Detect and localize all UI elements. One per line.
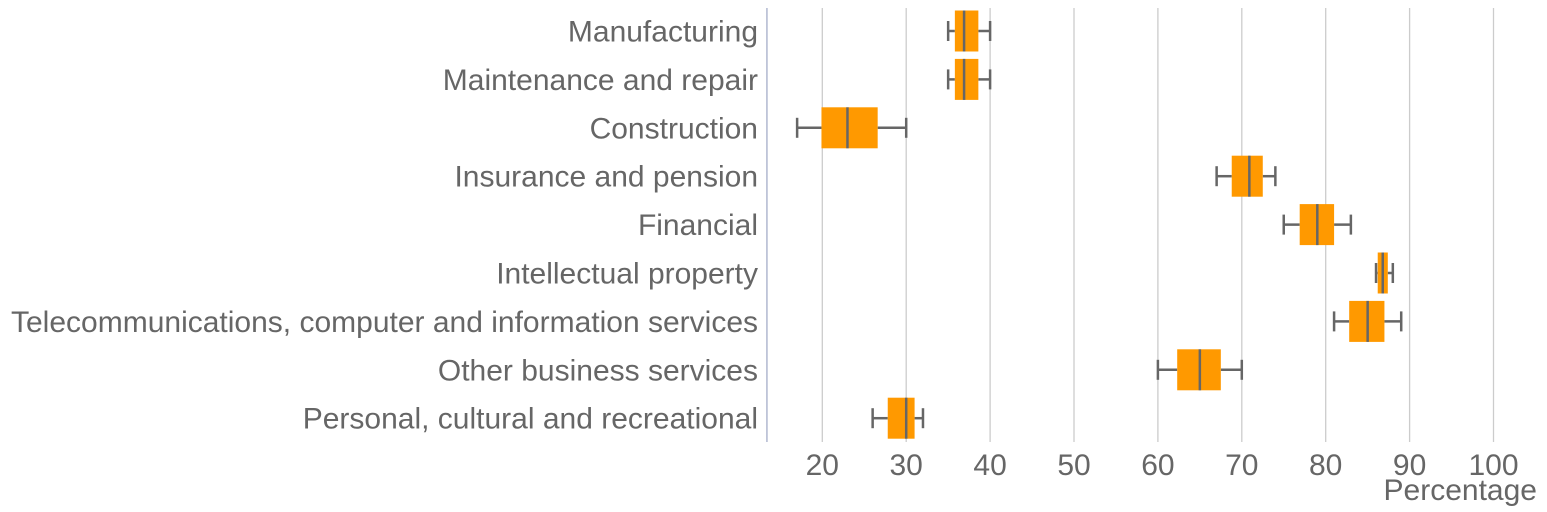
box-iqr bbox=[954, 58, 979, 100]
boxes bbox=[795, 10, 1403, 439]
x-tick-label: 60 bbox=[1141, 449, 1174, 482]
x-tick-label: 80 bbox=[1309, 449, 1342, 482]
box-iqr bbox=[887, 397, 915, 439]
category-label: Other business services bbox=[438, 354, 758, 387]
x-axis-label: Percentage bbox=[1384, 474, 1537, 507]
x-tick-label: 90 bbox=[1393, 449, 1426, 482]
x-tick-label: 50 bbox=[1057, 449, 1090, 482]
box-4 bbox=[1282, 204, 1353, 246]
box-iqr bbox=[1231, 155, 1263, 197]
x-tick-labels: 20 30 40 50 60 70 80 90 100 bbox=[806, 449, 1519, 482]
box-0 bbox=[946, 10, 992, 52]
box-2 bbox=[795, 107, 908, 149]
x-tick-label: 100 bbox=[1468, 449, 1518, 482]
box-iqr bbox=[954, 10, 979, 52]
category-label: Intellectual property bbox=[496, 258, 758, 291]
category-label: Manufacturing bbox=[568, 16, 758, 49]
box-7 bbox=[1156, 349, 1244, 391]
x-tick-label: 30 bbox=[890, 449, 923, 482]
box-6 bbox=[1332, 300, 1403, 342]
box-iqr bbox=[821, 107, 878, 149]
category-label: Insurance and pension bbox=[454, 161, 758, 194]
x-tick-label: 20 bbox=[806, 449, 839, 482]
x-tick-label: 70 bbox=[1225, 449, 1258, 482]
category-label: Telecommunications, computer and informa… bbox=[11, 306, 758, 339]
box-3 bbox=[1215, 155, 1277, 197]
category-label: Personal, cultural and recreational bbox=[303, 403, 758, 436]
category-label: Construction bbox=[590, 112, 758, 145]
category-labels: Manufacturing Maintenance and repair Const… bbox=[11, 16, 758, 436]
box-8 bbox=[871, 397, 925, 439]
category-label: Financial bbox=[638, 209, 758, 242]
x-tick-label: 40 bbox=[973, 449, 1006, 482]
category-label: Maintenance and repair bbox=[443, 64, 758, 97]
box-5 bbox=[1374, 252, 1395, 294]
box-1 bbox=[946, 58, 992, 100]
